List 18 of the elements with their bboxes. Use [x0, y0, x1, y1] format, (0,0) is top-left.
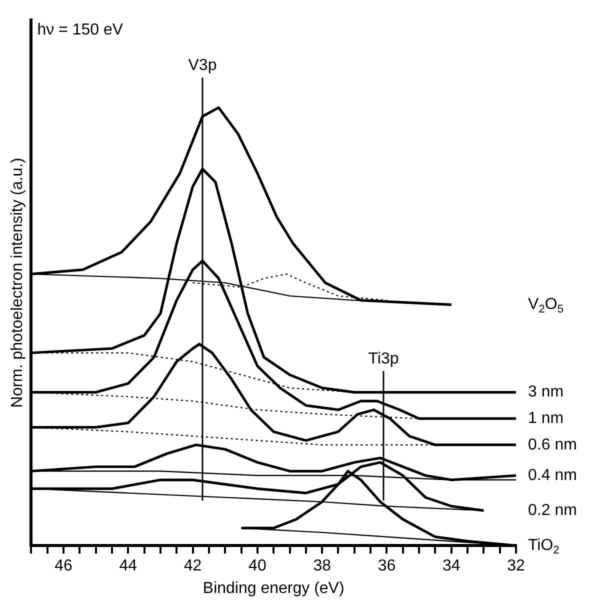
x-tick-label: 34 — [442, 558, 460, 575]
x-tick-label: 32 — [507, 558, 525, 575]
x-tick-label: 42 — [184, 558, 202, 575]
text: 0.2 nm — [528, 502, 577, 519]
x-tick-label: 46 — [54, 558, 73, 575]
x-axis-title: Binding energy (eV) — [202, 580, 344, 597]
series-label: 0.6 nm — [528, 436, 577, 454]
x-tick-label: 44 — [119, 558, 138, 575]
y-axis-title: Norm. photoelectron intensity (a.u.) — [9, 158, 26, 408]
ref-line-label: Ti3p — [368, 350, 399, 368]
series-label: 1 nm — [528, 410, 564, 427]
series-label: 3 nm — [528, 384, 564, 401]
text: hν = 150 eV — [37, 21, 124, 38]
ref-line-label: V3p — [188, 57, 217, 74]
x-tick-label: 36 — [378, 558, 396, 575]
x-tick-label: 38 — [313, 558, 332, 575]
series-label: 0.4 nm — [528, 466, 577, 484]
x-tick-label: 40 — [248, 558, 266, 575]
